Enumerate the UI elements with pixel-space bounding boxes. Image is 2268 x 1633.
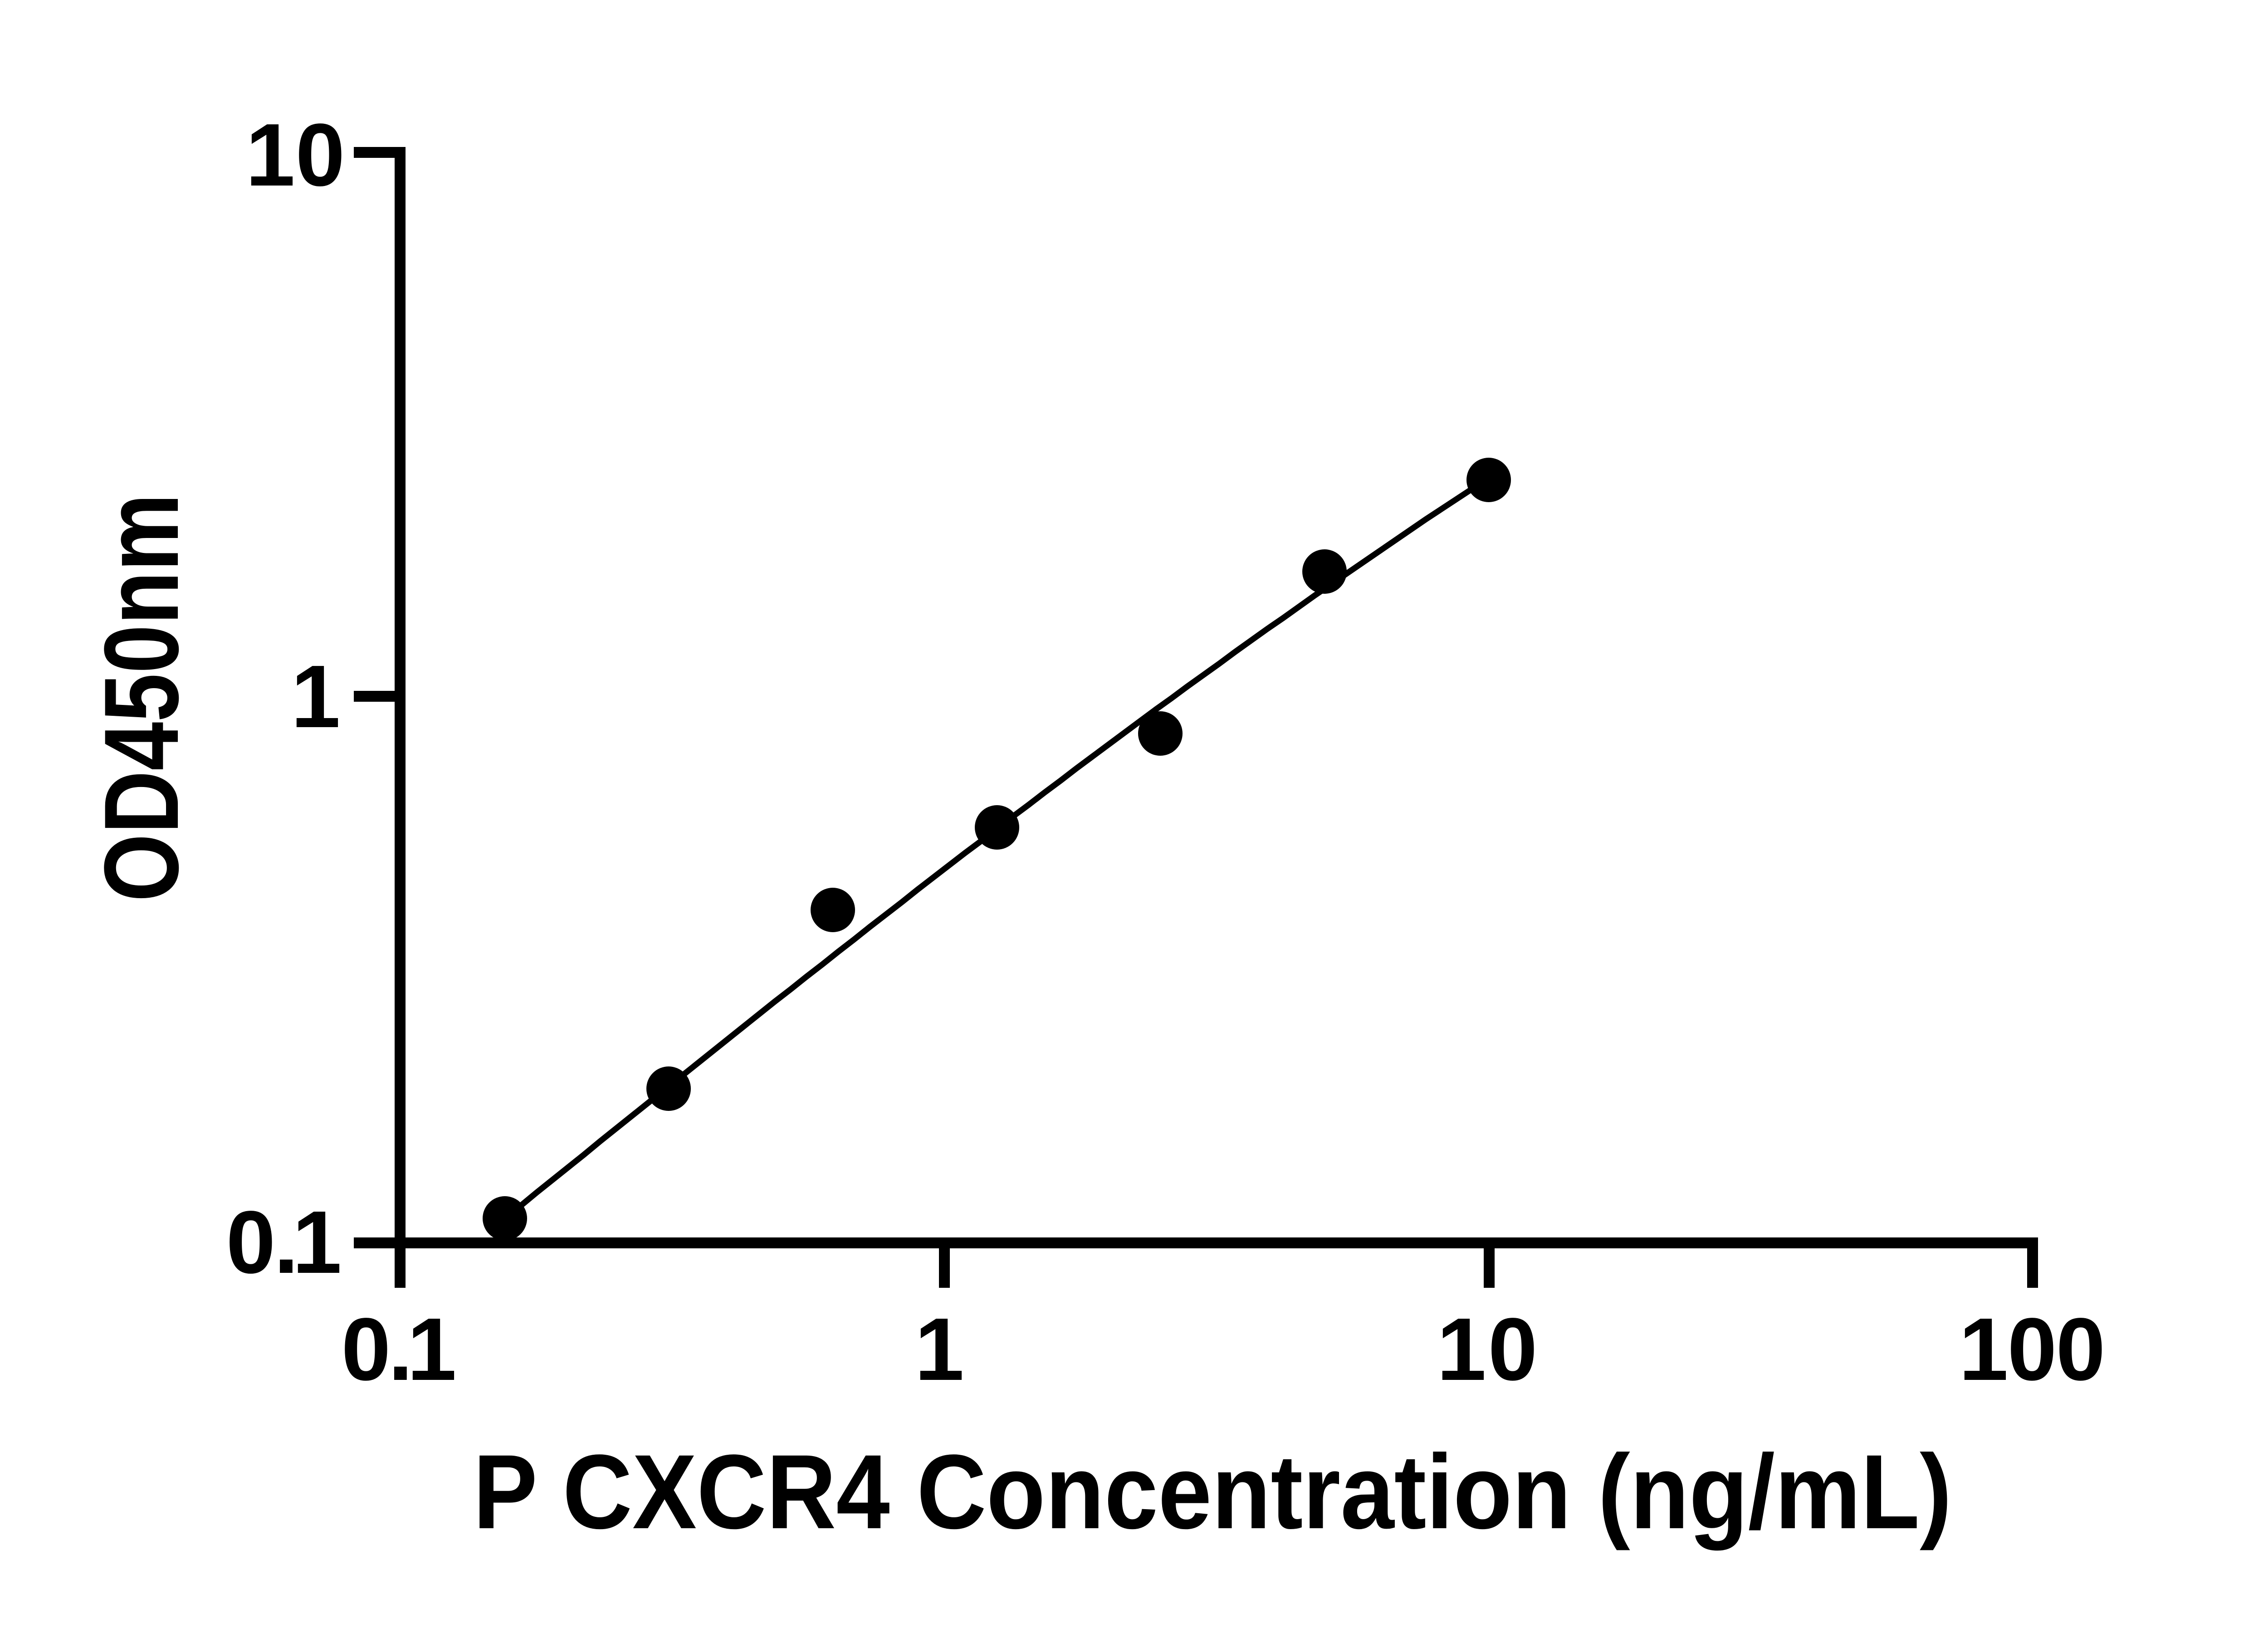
- svg-text:0.1: 0.1: [341, 1300, 456, 1399]
- svg-text:P CXCR4 Concentration (ng/mL): P CXCR4 Concentration (ng/mL): [473, 1433, 1952, 1551]
- svg-text:1: 1: [291, 647, 340, 746]
- svg-text:OD450nm: OD450nm: [83, 494, 200, 902]
- svg-text:100: 100: [1959, 1300, 2105, 1399]
- svg-text:10: 10: [245, 105, 345, 205]
- svg-text:10: 10: [1437, 1300, 1537, 1399]
- svg-text:0.1: 0.1: [226, 1193, 342, 1292]
- svg-text:1: 1: [914, 1300, 964, 1399]
